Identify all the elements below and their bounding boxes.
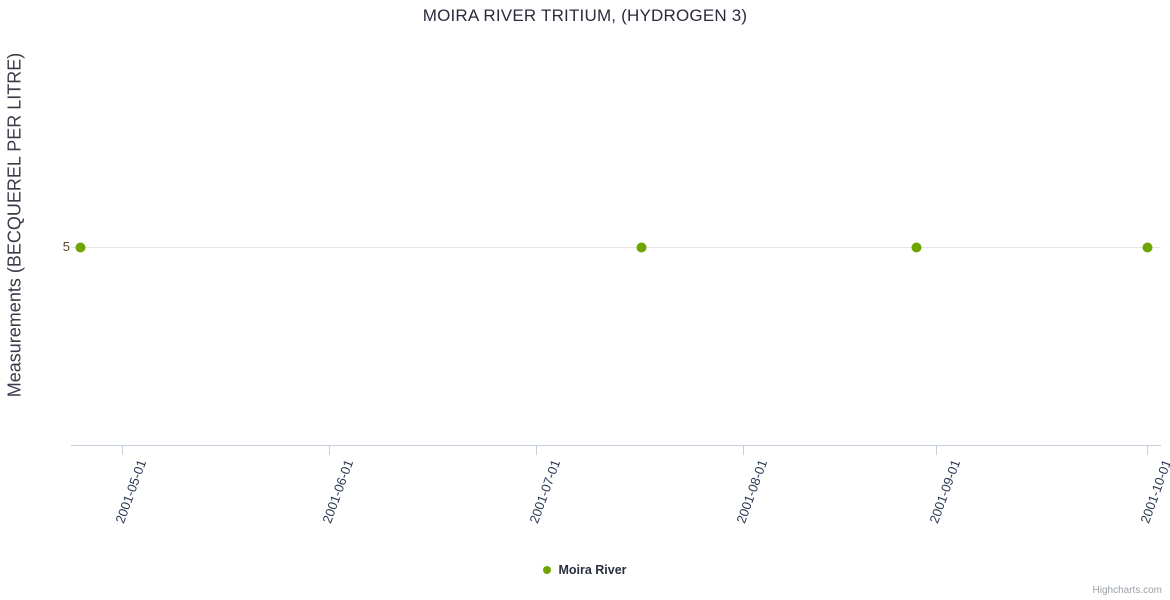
y-axis-title-container: Measurements (BECQUEREL PER LITRE)	[0, 0, 30, 450]
x-axis-tick	[1147, 446, 1148, 455]
y-gridline	[71, 247, 1160, 248]
chart-legend: Moira River	[0, 563, 1170, 577]
data-point-marker[interactable]	[1142, 242, 1152, 252]
x-axis-tick-label: 2001-06-01	[319, 457, 357, 526]
x-axis-tick-label: 2001-07-01	[526, 457, 564, 526]
plot-area	[71, 40, 1160, 445]
legend-item-label: Moira River	[558, 563, 627, 577]
x-axis-tick-label: 2001-08-01	[733, 457, 771, 526]
highcharts-credit-link[interactable]: Highcharts.com	[1092, 585, 1162, 596]
x-axis-tick	[536, 446, 537, 455]
data-point-marker[interactable]	[636, 242, 646, 252]
chart-title: MOIRA RIVER TRITIUM, (HYDROGEN 3)	[422, 6, 748, 25]
x-axis-tick	[122, 446, 123, 455]
x-axis-tick-label: 2001-05-01	[112, 457, 150, 526]
x-axis-tick	[329, 446, 330, 455]
x-axis-tick	[936, 446, 937, 455]
x-axis-tick-label: 2001-10-01	[1137, 457, 1170, 526]
legend-marker-icon	[543, 566, 552, 574]
data-point-marker[interactable]	[911, 242, 921, 252]
x-axis-tick	[743, 446, 744, 455]
y-axis-tick-labels: 5	[28, 0, 70, 450]
y-axis-tick-label: 5	[62, 239, 70, 254]
x-axis-line	[71, 445, 1161, 446]
legend-item-moira-river[interactable]: Moira River	[543, 563, 627, 577]
data-point-marker[interactable]	[75, 242, 85, 252]
x-axis-tick-label: 2001-09-01	[926, 457, 964, 526]
y-axis-title: Measurements (BECQUEREL PER LITRE)	[4, 52, 25, 398]
